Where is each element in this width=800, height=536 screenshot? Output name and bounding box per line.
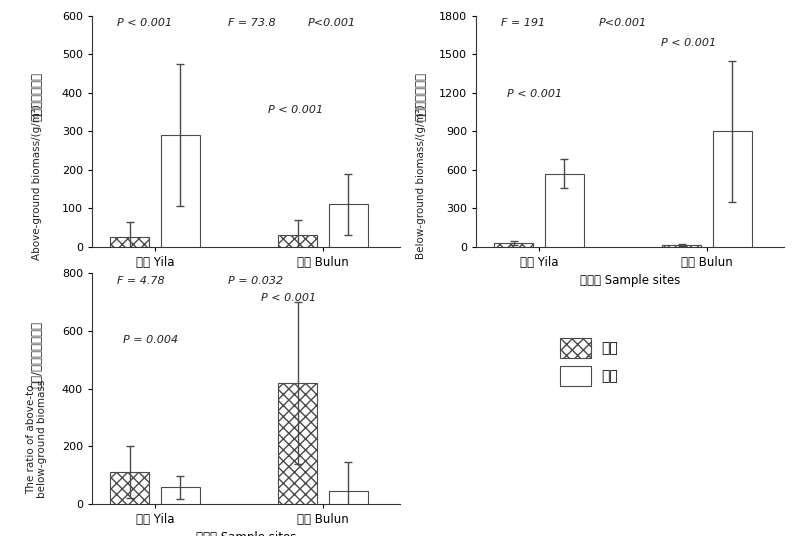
Bar [278,383,318,504]
Text: 地上/地下生物量比例: 地上/地下生物量比例 [30,321,43,388]
Bar [662,245,702,247]
Legend: 猜拱, 对照: 猜拱, 对照 [560,338,618,385]
Bar [329,204,368,247]
Bar [278,235,318,247]
Bar [329,491,368,504]
Text: P < 0.001: P < 0.001 [117,18,172,28]
Text: P < 0.001: P < 0.001 [661,38,716,48]
Text: F = 73.8: F = 73.8 [227,18,275,28]
Text: Above-ground biomass/(g/m²): Above-ground biomass/(g/m²) [31,104,42,260]
Bar [161,487,200,504]
Text: 地上部分生物量: 地上部分生物量 [30,72,43,121]
Bar [494,243,534,247]
Text: P < 0.001: P < 0.001 [267,105,322,115]
Bar [545,174,584,247]
Text: F = 4.78: F = 4.78 [117,276,164,286]
Bar [110,237,150,247]
Text: The ratio of above-to
below-ground biomass: The ratio of above-to below-ground bioma… [26,380,47,498]
Text: 地下部分生物量: 地下部分生物量 [414,72,427,121]
Bar [110,472,150,504]
Text: P < 0.001: P < 0.001 [262,293,317,303]
Text: P = 0.032: P = 0.032 [227,276,282,286]
Text: F = 191: F = 191 [501,18,545,28]
Bar [161,135,200,247]
X-axis label: 采样点 Sample sites: 采样点 Sample sites [196,531,296,536]
Text: P = 0.004: P = 0.004 [123,334,178,345]
X-axis label: 采样点 Sample sites: 采样点 Sample sites [580,274,680,287]
Text: P<0.001: P<0.001 [599,18,647,28]
Text: P<0.001: P<0.001 [308,18,356,28]
Bar [713,131,752,247]
Text: Below-ground biomass/(g/m²): Below-ground biomass/(g/m²) [415,105,426,259]
Text: P < 0.001: P < 0.001 [507,89,562,99]
